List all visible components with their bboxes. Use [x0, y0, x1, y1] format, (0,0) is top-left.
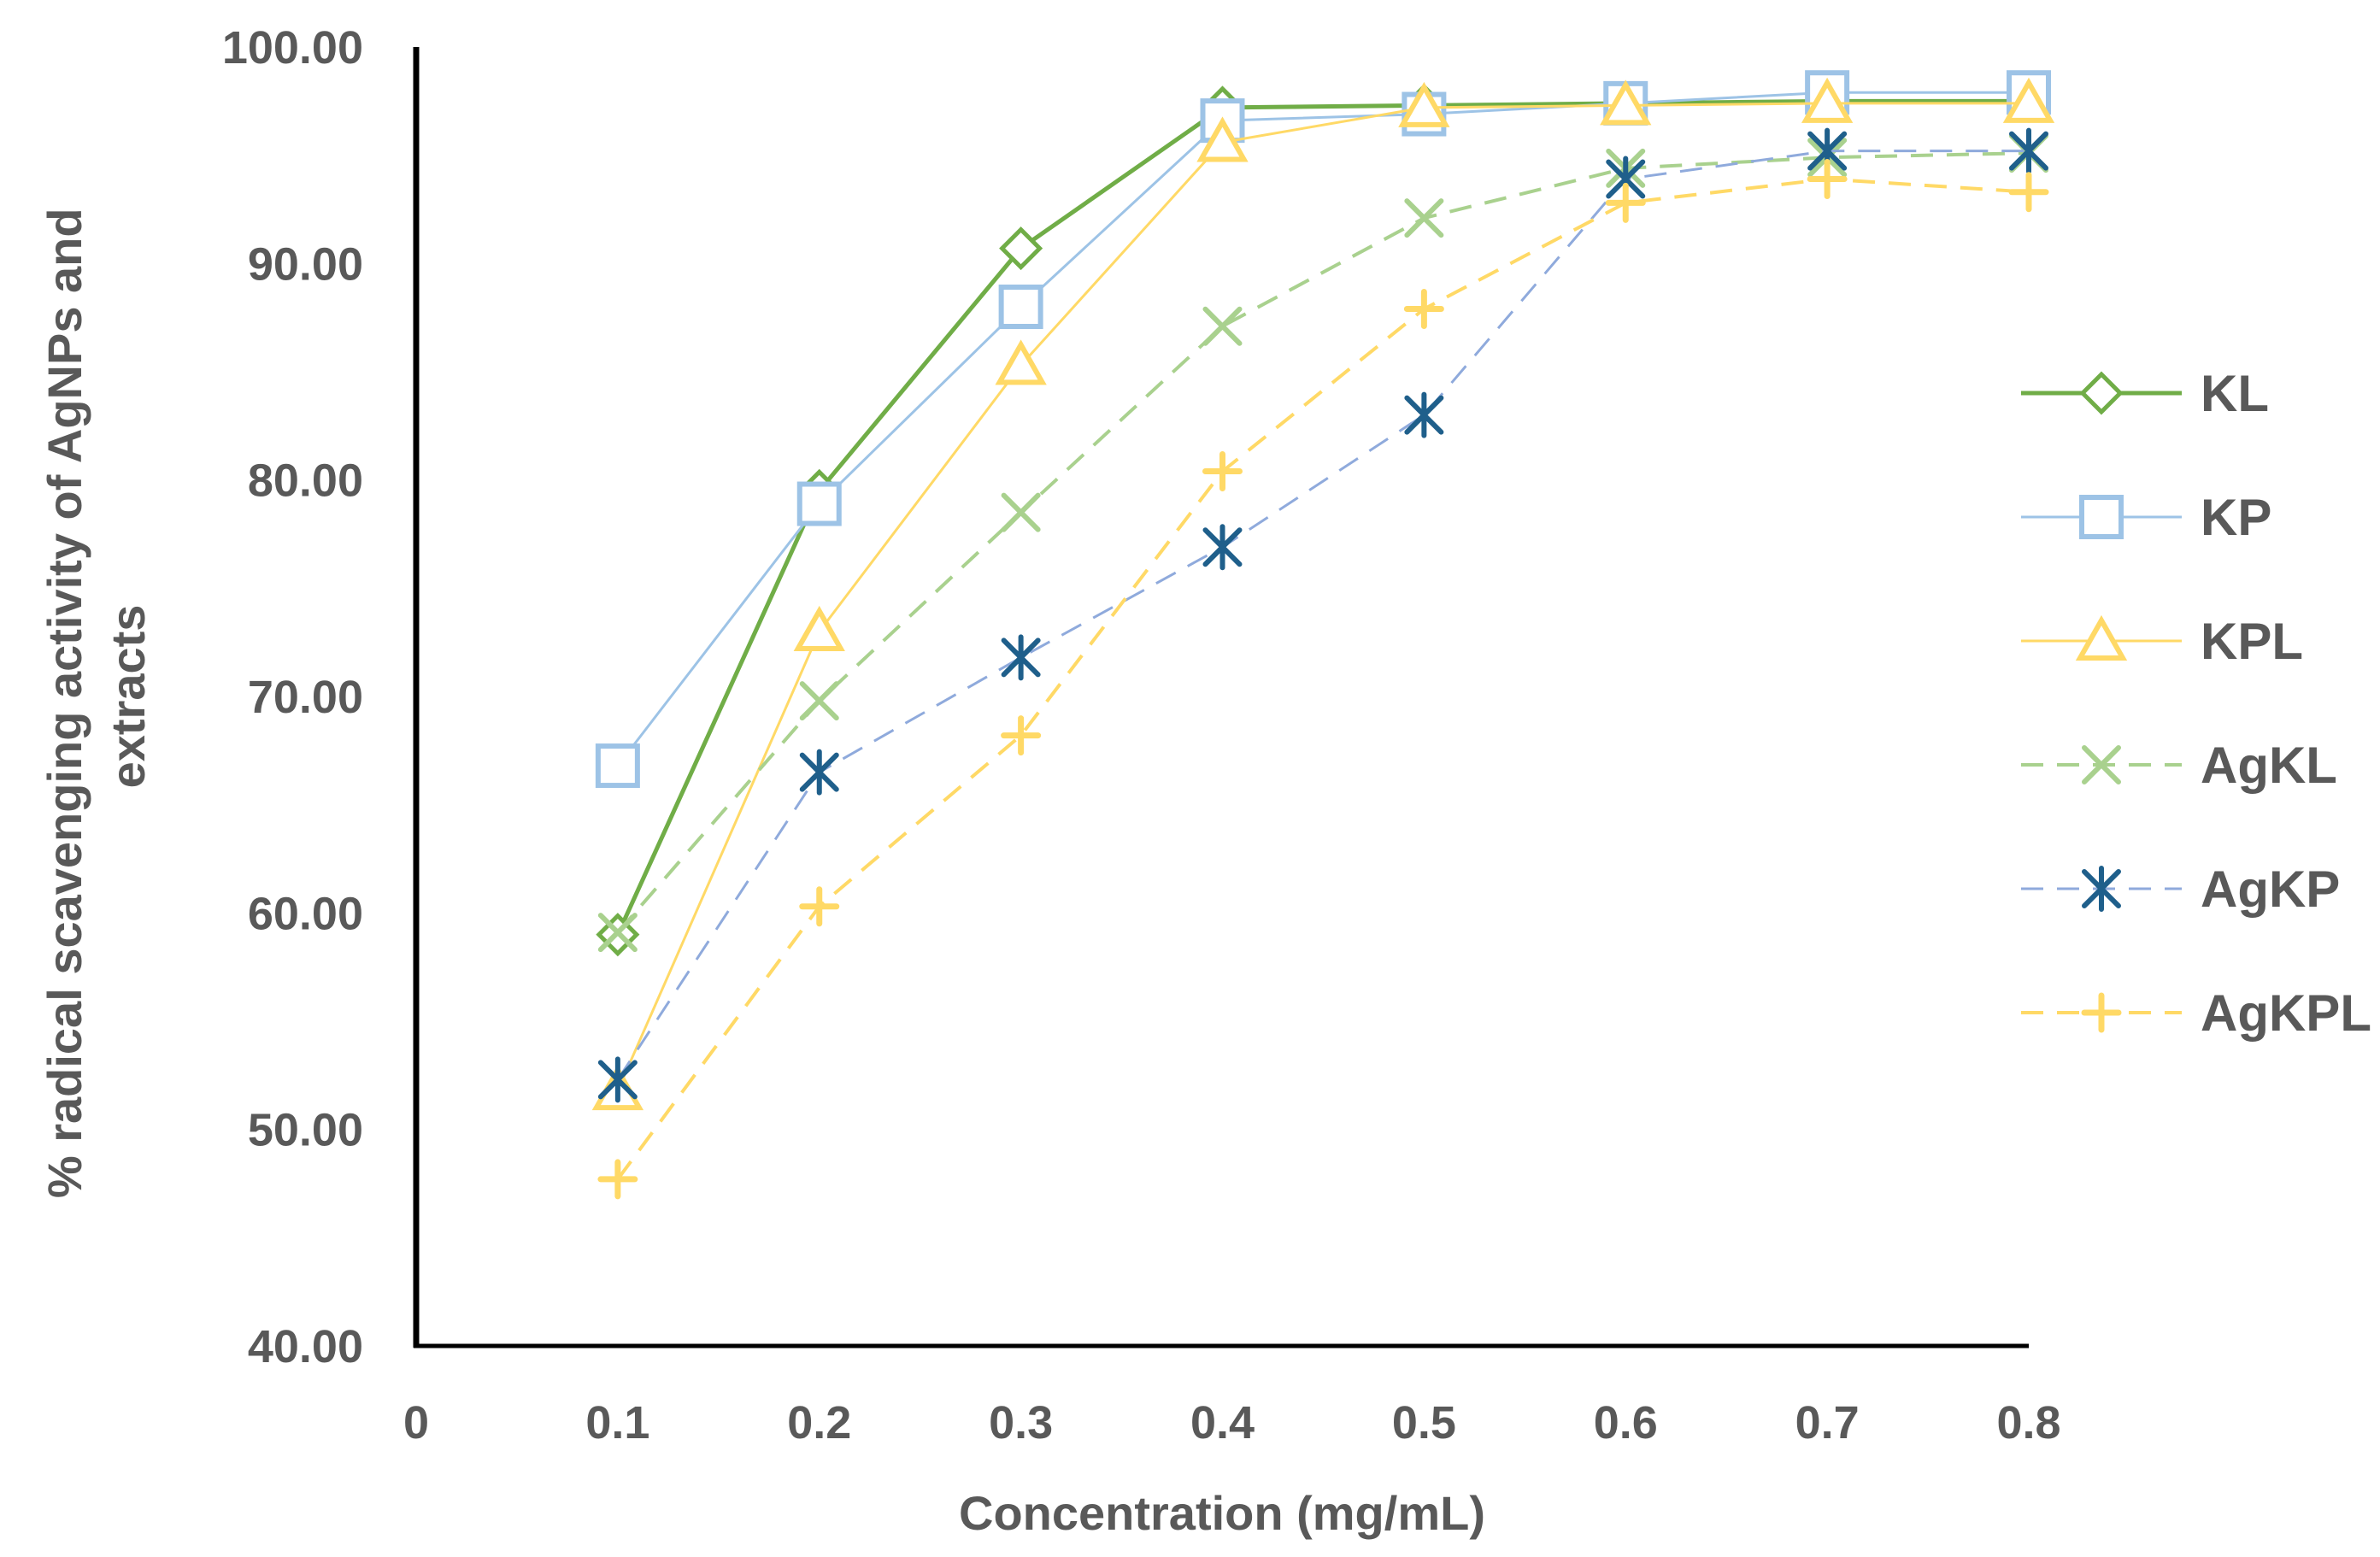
legend-marker: [2079, 371, 2124, 415]
x-tick-label: 0.3: [989, 1397, 1053, 1448]
y-tick-label: 90.00: [248, 238, 363, 290]
y-tick-label: 100.00: [222, 22, 363, 73]
ticks-layer: 0 0.1 0.2 0.3 0.4 0.5 0.6 0.7 0.8 40.00 50.00 60.00…: [222, 22, 2061, 1448]
series-line-KP: [616, 91, 2029, 767]
data-point-KPL: [1398, 81, 1450, 127]
legend-item-AgKL: AgKL: [2021, 737, 2337, 794]
legend-marker: [2081, 992, 2122, 1033]
data-point-AgKPL: [1605, 182, 1646, 223]
x-axis-title: Concentration (mg/mL): [959, 1486, 1485, 1540]
legend: KL KP KPL AgKL AgKP AgKPL: [2021, 365, 2371, 1042]
series-line-KPL: [616, 102, 2029, 1091]
data-point-KP: [998, 285, 1043, 329]
legend-label: AgKPL: [2201, 984, 2371, 1042]
data-point-KPL: [1600, 79, 1652, 126]
series-line-AgKP: [616, 150, 2029, 1081]
data-point-AgKL: [1001, 492, 1041, 532]
data-point-AgKP: [2009, 127, 2048, 174]
data-point-AgKL: [1202, 306, 1243, 346]
data-point-AgKPL: [597, 1159, 638, 1200]
data-point-KPL: [995, 339, 1047, 385]
data-point-AgKP: [1404, 391, 1444, 438]
legend-marker: [2082, 745, 2121, 784]
series-KPL: [591, 77, 2055, 1111]
legend-item-KL: KL: [2021, 365, 2269, 422]
series-AgKPL: [597, 159, 2049, 1200]
x-tick-label: 0.5: [1392, 1397, 1456, 1448]
x-tick-label: 0.6: [1594, 1397, 1658, 1448]
legend-marker: [2075, 614, 2128, 661]
data-point-AgKP: [1202, 524, 1243, 571]
y-tick-label: 50.00: [248, 1105, 363, 1156]
data-point-AgKP: [597, 1056, 638, 1103]
legend-item-KPL: KPL: [2021, 613, 2303, 670]
y-tick-label: 60.00: [248, 888, 363, 939]
x-tick-label: 0: [403, 1397, 429, 1448]
legend-marker: [2082, 866, 2121, 912]
data-point-KPL: [793, 605, 845, 651]
legend-label: AgKL: [2201, 737, 2337, 794]
y-axis-title: % radical scavenging activity of AgNPs a…: [38, 195, 155, 1198]
data-point-AgKPL: [1403, 289, 1444, 330]
series-line-AgKL: [616, 151, 2030, 934]
data-point-AgKP: [1001, 634, 1041, 681]
data-point-AgKL: [1404, 198, 1444, 238]
x-tick-label: 0.2: [787, 1397, 851, 1448]
series-line-KL: [615, 98, 2029, 936]
data-point-AgKL: [597, 913, 638, 953]
legend-marker: [2079, 495, 2124, 539]
data-point-KPL: [1196, 116, 1249, 162]
x-tick-label: 0.1: [585, 1397, 649, 1448]
y-tick-label: 70.00: [248, 672, 363, 723]
series-layer: [591, 70, 2055, 1200]
legend-item-AgKP: AgKP: [2021, 861, 2340, 918]
series-AgKL: [597, 133, 2048, 953]
legend-label: KPL: [2201, 613, 2303, 670]
series-AgKP: [597, 127, 2048, 1103]
data-point-KP: [595, 743, 640, 789]
y-axis-title-line-1: % radical scavenging activity of AgNPs a…: [38, 208, 91, 1198]
data-point-AgKPL: [1807, 159, 1848, 200]
data-point-KPL: [2002, 77, 2055, 123]
legend-label: KL: [2201, 365, 2269, 422]
data-point-KL: [999, 226, 1043, 271]
data-point-AgKPL: [2008, 172, 2049, 213]
y-tick-label: 80.00: [248, 455, 363, 507]
legend-item-KP: KP: [2021, 489, 2271, 546]
x-tick-label: 0.8: [1996, 1397, 2060, 1448]
x-tick-label: 0.4: [1190, 1397, 1255, 1448]
data-point-KP: [796, 481, 842, 526]
data-point-AgKPL: [799, 886, 840, 927]
x-tick-label: 0.7: [1795, 1397, 1860, 1448]
data-point-AgKP: [799, 749, 839, 796]
data-point-AgKPL: [1202, 451, 1243, 492]
data-point-KPL: [1801, 77, 1854, 123]
legend-label: AgKP: [2201, 861, 2340, 918]
data-point-AgKL: [799, 681, 839, 721]
y-axis-title-line-2: extracts: [101, 605, 155, 789]
legend-item-AgKPL: AgKPL: [2021, 984, 2371, 1042]
series-line-AgKPL: [616, 177, 2030, 1181]
data-point-AgKPL: [1001, 715, 1042, 756]
y-tick-label: 40.00: [248, 1321, 363, 1372]
legend-label: KP: [2201, 489, 2271, 546]
